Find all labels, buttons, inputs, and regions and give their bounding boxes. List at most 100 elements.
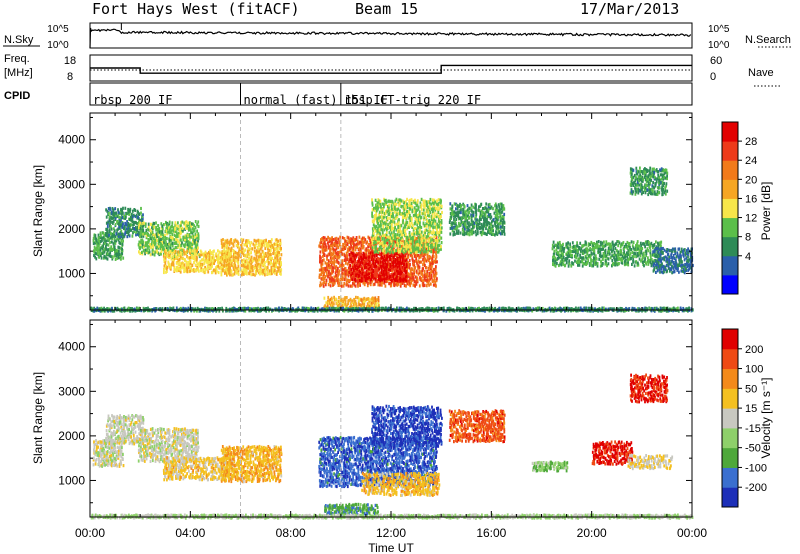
heatmap-cell	[241, 247, 244, 251]
heatmap-cell	[388, 268, 390, 272]
heatmap-cell	[411, 240, 414, 244]
heatmap-cell	[409, 213, 411, 218]
heatmap-cell	[141, 219, 144, 224]
heatmap-cell	[408, 247, 411, 251]
heatmap-cell	[194, 258, 196, 262]
heatmap-cell	[160, 226, 163, 230]
heatmap-cell	[417, 207, 420, 211]
heatmap-cell	[165, 247, 168, 251]
heatmap-cell	[175, 256, 177, 260]
heatmap-cell	[437, 238, 439, 243]
heatmap-cell	[409, 216, 412, 220]
heatmap-cell	[428, 256, 431, 260]
heatmap-cell	[138, 226, 140, 230]
heatmap-cell	[168, 253, 171, 257]
heatmap-cell	[427, 236, 429, 241]
heatmap-cell	[350, 237, 353, 241]
heatmap-cell	[405, 216, 407, 220]
heatmap-cell	[142, 240, 145, 244]
heatmap-cell	[388, 231, 391, 235]
heatmap-cell	[345, 239, 348, 243]
heatmap-cell	[436, 208, 439, 212]
heatmap-cell	[379, 253, 381, 257]
heatmap-cell	[376, 247, 378, 251]
heatmap-cell	[368, 278, 371, 282]
heatmap-cell	[111, 210, 113, 214]
heatmap-cell	[428, 201, 431, 205]
heatmap-cell	[394, 260, 397, 264]
heatmap-cell	[385, 247, 388, 251]
heatmap-cell	[264, 246, 267, 250]
heatmap-cell	[278, 246, 281, 251]
heatmap-cell	[416, 250, 418, 254]
heatmap-cell	[382, 243, 384, 247]
heatmap-cell	[325, 278, 328, 282]
heatmap-cell	[373, 259, 376, 263]
heatmap-cell	[653, 249, 656, 253]
heatmap-cell	[186, 270, 189, 274]
heatmap-cell	[207, 270, 210, 274]
heatmap-cell	[378, 257, 381, 261]
heatmap-cell	[133, 222, 135, 226]
heatmap-cell	[142, 229, 145, 233]
heatmap-cell	[324, 261, 327, 265]
heatmap-cell	[378, 210, 381, 214]
heatmap-cell	[357, 242, 359, 246]
heatmap-cell	[406, 249, 409, 254]
heatmap-cell	[581, 244, 583, 248]
heatmap-cell	[346, 235, 349, 239]
heatmap-cell	[196, 266, 199, 270]
heatmap-cell	[413, 272, 415, 277]
heatmap-cell	[411, 210, 414, 214]
heatmap-cell	[392, 276, 395, 280]
heatmap-cell	[369, 246, 372, 250]
heatmap-cell	[186, 263, 188, 267]
heatmap-cell	[382, 257, 385, 262]
heatmap-cell	[333, 295, 335, 299]
heatmap-cell	[221, 253, 223, 257]
heatmap-cell	[349, 267, 352, 271]
heatmap-cell	[383, 249, 386, 253]
heatmap-cell	[407, 236, 409, 240]
heatmap-cell	[319, 250, 322, 254]
heatmap-cell	[414, 266, 416, 270]
heatmap-cell	[226, 243, 228, 247]
heatmap-cell	[408, 279, 410, 283]
heatmap-cell	[341, 259, 344, 263]
heatmap-cell	[344, 296, 346, 300]
heatmap-cell	[229, 266, 231, 270]
heatmap-cell	[578, 263, 581, 267]
heatmap-cell	[194, 225, 197, 229]
heatmap-cell	[434, 280, 437, 284]
heatmap-cell	[169, 263, 171, 267]
heatmap-cell	[204, 270, 207, 274]
heatmap-cell	[417, 236, 420, 240]
heatmap-cell	[176, 227, 179, 231]
heatmap-cell	[339, 239, 342, 243]
heatmap-cell	[179, 226, 182, 230]
heatmap-cell	[623, 250, 626, 254]
heatmap-cell	[172, 250, 175, 254]
heatmap-cell	[425, 259, 428, 263]
heatmap-cell	[346, 271, 349, 275]
heatmap-cell	[327, 246, 330, 250]
heatmap-cell	[359, 283, 361, 287]
heatmap-cell	[389, 274, 392, 278]
heatmap-cell	[204, 250, 207, 254]
heatmap-cell	[361, 238, 364, 242]
heatmap-cell	[409, 284, 412, 288]
heatmap-cell	[379, 277, 382, 281]
heatmap-cell	[434, 272, 437, 276]
heatmap-cell	[388, 274, 390, 278]
heatmap-cell	[147, 251, 150, 255]
heatmap-cell	[226, 262, 229, 266]
heatmap-cell	[341, 265, 344, 269]
heatmap-cell	[174, 229, 177, 233]
heatmap-cell	[171, 251, 174, 255]
heatmap-cell	[613, 250, 616, 255]
heatmap-cell	[414, 240, 417, 244]
heatmap-cell	[322, 270, 324, 275]
heatmap-cell	[396, 274, 398, 278]
heatmap-cell	[381, 228, 384, 232]
heatmap-cell	[185, 265, 188, 270]
